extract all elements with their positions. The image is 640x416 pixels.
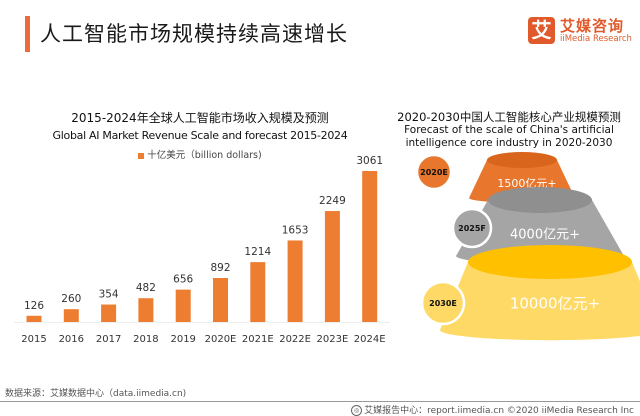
x-tick-label: 2017 [96, 334, 121, 345]
bar-value-label: 3061 [356, 155, 383, 167]
bar-value-label: 2249 [319, 195, 346, 207]
bar [362, 171, 378, 322]
bar [63, 309, 79, 322]
pyramid-tier-top [468, 245, 632, 279]
bar [324, 211, 340, 322]
bar [138, 298, 154, 322]
x-tick-label: 2023E [317, 334, 349, 345]
bar [287, 240, 303, 322]
bar [26, 315, 42, 322]
tier-year-badge [451, 207, 493, 249]
bar-value-label: 1214 [244, 246, 271, 258]
pyramid-tier-top [488, 187, 592, 213]
legend-label: 十亿美元（billion dollars) [147, 150, 262, 161]
pyramid-chart: 1500亿元+ 2020E 4000亿元+ 2025F 10000亿元+ 2030E [415, 152, 640, 341]
tier-year-badge [415, 153, 453, 191]
logo-name-cn: 艾媒咨询 [560, 17, 625, 35]
footer-divider [0, 401, 640, 402]
logo-name-en: iiMedia Research [560, 34, 632, 44]
bar-value-label: 260 [61, 293, 81, 305]
x-tick-label: 2020E [205, 334, 237, 345]
report-center-icon: ◎ [351, 405, 363, 416]
data-source: 数据来源：艾媒数据中心（data.iimedia.cn) [5, 389, 187, 399]
bar [213, 277, 228, 322]
footer-credit-text: 艾媒报告中心：report.iimedia.cn ©2020 iiMedia R… [364, 406, 634, 416]
bar [175, 289, 191, 322]
tier-year-label: 2030E [429, 299, 457, 308]
iimedia-logo: 艾 艾媒咨询 iiMedia Research [528, 17, 633, 51]
x-tick-label: 2019 [170, 334, 195, 345]
bar [101, 304, 117, 322]
pyramid-tier-body [440, 262, 640, 341]
legend-swatch [138, 152, 145, 159]
bar-value-label: 126 [24, 300, 44, 312]
bar-value-label: 656 [173, 274, 193, 286]
pyramid-tier-top [487, 152, 557, 168]
bar [250, 262, 266, 322]
x-tick-label: 2016 [59, 334, 84, 345]
bar-value-label: 1653 [282, 224, 309, 236]
x-tick-label: 2021E [242, 334, 274, 345]
bar-chart-subtitle: Global AI Market Revenue Scale and forec… [52, 129, 348, 142]
tier-value-label: 4000亿元+ [510, 228, 580, 243]
x-tick-label: 2018 [133, 334, 158, 345]
tier-value-label: 1500亿元+ [497, 177, 556, 190]
bar-value-label: 482 [136, 282, 156, 294]
tier-year-label: 2025F [458, 224, 486, 233]
pyramid-chart-title: 2020-2030中国人工智能核心产业规模预测 [397, 110, 621, 124]
footer-credit: ◎ 艾媒报告中心：report.iimedia.cn ©2020 iiMedia … [351, 403, 634, 416]
tier-value-label: 10000亿元+ [510, 295, 600, 313]
bar-value-label: 892 [210, 262, 230, 274]
bar-chart-legend: 十亿美元（billion dollars) [0, 147, 400, 161]
tier-year-badge [420, 280, 466, 326]
x-tick-label: 2024E [354, 334, 386, 345]
bar-chart: 126 2015 260 2016 354 2017 482 2018 656 2019 892 20… [14, 155, 390, 345]
x-tick-label: 2015 [21, 334, 46, 345]
x-tick-label: 2022E [279, 334, 311, 345]
tier-year-label: 2020E [420, 168, 448, 177]
bar-value-label: 354 [99, 289, 119, 301]
pyramid-chart-subtitle: Forecast of the scale of China's artific… [404, 124, 614, 149]
logo-icon: 艾 [528, 17, 555, 44]
page-title: 人工智能市场规模持续高速增长 [40, 22, 348, 46]
bar-chart-title: 2015-2024年全球人工智能市场收入规模及预测 [71, 111, 329, 125]
title-accent-bar [25, 16, 30, 52]
